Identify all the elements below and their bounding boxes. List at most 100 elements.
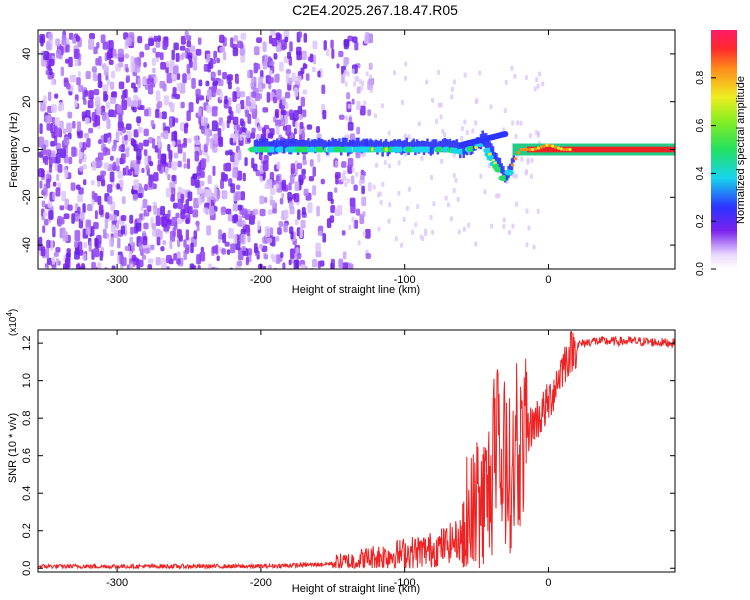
noise-blob xyxy=(159,52,164,61)
noise-speck xyxy=(443,132,447,138)
noise-blob xyxy=(289,174,295,184)
noise-blob xyxy=(176,228,182,238)
track-band xyxy=(403,139,407,153)
track-band xyxy=(300,139,303,152)
noise-blob xyxy=(160,246,165,252)
y-tick-label: 0.2 xyxy=(21,523,33,538)
colorbar-label: Normalized spectral amplitude xyxy=(735,76,747,224)
noise-blob xyxy=(166,72,173,84)
noise-blob xyxy=(298,127,303,135)
noise-blob xyxy=(106,51,112,61)
noise-blob xyxy=(212,165,216,177)
noise-blob xyxy=(155,90,161,102)
noise-blob xyxy=(228,97,232,106)
noise-speck xyxy=(489,104,493,110)
noise-blob xyxy=(326,48,330,57)
noise-blob xyxy=(63,77,69,83)
track-band xyxy=(450,141,453,153)
noise-blob xyxy=(291,72,296,83)
noise-blob xyxy=(100,170,107,176)
noise-blob xyxy=(92,248,98,256)
noise-speck xyxy=(440,158,444,164)
track-band xyxy=(343,137,346,147)
noise-speck xyxy=(457,229,461,235)
noise-blob xyxy=(138,193,143,199)
noise-blob xyxy=(60,148,66,158)
track-band xyxy=(276,138,279,152)
noise-blob xyxy=(111,265,116,269)
noise-blob xyxy=(191,77,196,89)
track-band xyxy=(345,137,348,148)
noise-blob xyxy=(342,251,347,260)
noise-blob xyxy=(62,231,68,242)
noise-blob xyxy=(207,175,212,185)
noise-blob xyxy=(44,263,49,269)
noise-speck xyxy=(467,222,471,228)
noise-blob xyxy=(41,200,46,208)
noise-blob xyxy=(283,209,289,220)
noise-blob xyxy=(185,229,190,241)
spectrogram-signal-track xyxy=(248,130,675,183)
noise-speck xyxy=(536,208,540,214)
noise-blob xyxy=(312,40,318,50)
noise-speck xyxy=(363,100,367,106)
noise-blob xyxy=(125,75,130,83)
noise-blob xyxy=(185,199,190,206)
noise-blob xyxy=(97,262,102,269)
noise-blob xyxy=(347,263,354,269)
track-band xyxy=(440,140,443,153)
noise-blob xyxy=(136,116,142,124)
noise-blob xyxy=(121,99,127,110)
noise-blob xyxy=(356,126,361,135)
noise-speck xyxy=(512,173,516,179)
noise-blob xyxy=(213,133,219,145)
track-band xyxy=(312,139,315,150)
noise-speck xyxy=(436,69,440,75)
noise-speck xyxy=(529,173,533,179)
noise-blob xyxy=(268,76,274,84)
noise-blob xyxy=(143,128,149,137)
noise-blob xyxy=(112,109,117,118)
noise-blob xyxy=(307,56,313,62)
noise-speck xyxy=(475,98,479,104)
noise-blob xyxy=(78,218,84,229)
noise-blob xyxy=(63,136,70,146)
track-band xyxy=(384,138,388,148)
noise-blob xyxy=(189,263,195,269)
noise-blob xyxy=(246,209,251,215)
noise-blob xyxy=(222,190,228,199)
noise-speck xyxy=(456,196,460,202)
noise-speck xyxy=(346,71,350,77)
noise-blob xyxy=(54,93,59,99)
noise-blob xyxy=(195,220,200,226)
noise-blob xyxy=(46,257,52,266)
noise-blob xyxy=(186,244,190,251)
noise-blob xyxy=(102,228,107,239)
noise-blob xyxy=(274,108,279,119)
noise-blob xyxy=(232,203,238,212)
noise-blob xyxy=(170,194,175,202)
noise-blob xyxy=(365,228,371,239)
track-band xyxy=(405,137,409,151)
noise-blob xyxy=(338,50,344,58)
noise-blob xyxy=(161,216,168,228)
noise-blob xyxy=(253,46,260,56)
noise-blob xyxy=(300,96,306,107)
noise-blob xyxy=(43,50,49,61)
noise-blob xyxy=(281,179,287,191)
noise-blob xyxy=(71,146,77,157)
noise-blob xyxy=(143,61,147,68)
noise-blob xyxy=(176,73,181,80)
noise-blob xyxy=(141,254,147,260)
noise-blob xyxy=(43,218,49,226)
noise-blob xyxy=(283,222,288,233)
noise-blob xyxy=(97,152,104,161)
noise-blob xyxy=(233,214,239,222)
noise-blob xyxy=(257,125,262,132)
track-band xyxy=(307,138,310,149)
noise-blob xyxy=(223,51,227,61)
snr-x-ticks: -300 -200 -100 0 xyxy=(106,330,552,589)
noise-blob xyxy=(142,76,148,86)
noise-blob xyxy=(250,132,256,139)
noise-blob xyxy=(109,81,115,90)
